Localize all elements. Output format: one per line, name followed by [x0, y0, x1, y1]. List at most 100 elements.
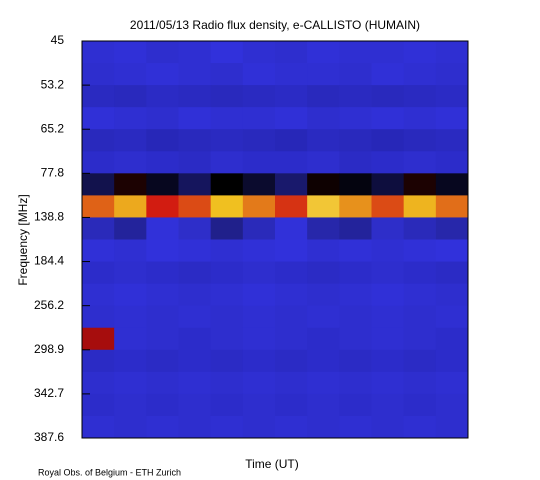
heatmap-cell — [82, 195, 115, 218]
heatmap-cell — [82, 217, 115, 240]
heatmap-cell — [210, 173, 244, 196]
heatmap-cell — [242, 261, 276, 285]
heatmap-cell — [178, 305, 212, 329]
heatmap-cell — [435, 151, 469, 174]
heatmap-cell — [146, 305, 179, 329]
heatmap-cell — [435, 129, 469, 152]
heatmap-cell — [403, 283, 437, 307]
heatmap-cell — [242, 371, 276, 395]
heatmap-cell — [403, 107, 437, 130]
heatmap-cell — [307, 85, 340, 108]
heatmap-cell — [114, 283, 147, 307]
heatmap-cell — [82, 63, 115, 86]
heatmap-cell — [403, 305, 437, 329]
heatmap-cell — [403, 415, 437, 439]
heatmap-cell — [146, 63, 179, 86]
heatmap-cell — [307, 195, 340, 218]
heatmap-cell — [371, 305, 405, 329]
y-tick-label: 138.8 — [34, 210, 64, 224]
heatmap-cell — [435, 393, 469, 417]
heatmap-cell — [435, 349, 469, 373]
heatmap-cell — [275, 129, 308, 152]
y-tick-label: 256.2 — [34, 298, 64, 312]
heatmap-cell — [114, 63, 147, 86]
heatmap-cell — [339, 173, 372, 196]
heatmap-cell — [146, 393, 179, 417]
heatmap-cell — [210, 283, 244, 307]
heatmap-cell — [403, 41, 437, 64]
plot-frame — [81, 40, 469, 439]
heatmap-cell — [371, 151, 405, 174]
heatmap-cell — [275, 63, 308, 86]
heatmap-cell — [275, 261, 308, 285]
heatmap-cell — [307, 393, 340, 417]
heatmap-cell — [114, 239, 147, 263]
heatmap-cell — [242, 195, 276, 218]
heatmap-cell — [275, 283, 308, 307]
heatmap-cell — [403, 217, 437, 240]
heatmap-cell — [146, 327, 179, 351]
heatmap-cell — [210, 129, 244, 152]
heatmap-cell — [82, 85, 115, 108]
heatmap-cell — [435, 305, 469, 329]
heatmap-cell — [275, 327, 308, 351]
heatmap-cell — [146, 85, 179, 108]
heatmap-cell — [403, 261, 437, 285]
heatmap-cell — [82, 261, 115, 285]
heatmap-cell — [339, 63, 372, 86]
heatmap-cell — [146, 261, 179, 285]
heatmap-cell — [403, 393, 437, 417]
heatmap-cell — [82, 371, 115, 395]
heatmap-cell — [307, 173, 340, 196]
heatmap-cell — [435, 63, 469, 86]
heatmap-cell — [339, 107, 372, 130]
heatmap-cell — [403, 63, 437, 86]
heatmap-cell — [114, 151, 147, 174]
heatmap-cell — [435, 85, 469, 108]
heatmap-cell — [307, 261, 340, 285]
heatmap-cell — [275, 173, 308, 196]
heatmap-cell — [242, 129, 276, 152]
heatmap-cell — [114, 371, 147, 395]
heatmap-cell — [146, 283, 179, 307]
heatmap-cell — [435, 195, 469, 218]
heatmap-cell — [210, 151, 244, 174]
y-tick-label: 342.7 — [34, 386, 64, 400]
heatmap-cell — [242, 217, 276, 240]
heatmap-cell — [403, 195, 437, 218]
heatmap-cell — [307, 327, 340, 351]
heatmap-cell — [307, 41, 340, 64]
heatmap-cell — [435, 239, 469, 263]
heatmap-cell — [371, 173, 405, 196]
heatmap-cell — [114, 305, 147, 329]
heatmap-cell — [371, 107, 405, 130]
heatmap-cell — [178, 327, 212, 351]
heatmap-cell — [371, 283, 405, 307]
heatmap-cell — [178, 349, 212, 373]
heatmap-cell — [146, 173, 179, 196]
heatmap-cell — [210, 415, 244, 439]
heatmap-cell — [210, 371, 244, 395]
heatmap-cell — [371, 41, 405, 64]
heatmap-cell — [339, 41, 372, 64]
heatmap-cell — [371, 349, 405, 373]
heatmap-cell — [210, 63, 244, 86]
heatmap-cell — [242, 283, 276, 307]
heatmap-cell — [371, 393, 405, 417]
heatmap-cell — [371, 327, 405, 351]
heatmap-cell — [178, 195, 212, 218]
heatmap-cell — [210, 107, 244, 130]
heatmap-cell — [339, 327, 372, 351]
heatmap-cell — [339, 261, 372, 285]
heatmap-cell — [403, 173, 437, 196]
heatmap-cell — [146, 415, 179, 439]
y-tick-label: 45 — [51, 33, 65, 47]
heatmap-cell — [146, 195, 179, 218]
heatmap-cell — [275, 349, 308, 373]
heatmap-cell — [435, 217, 469, 240]
heatmap-cell — [435, 283, 469, 307]
heatmap-cell — [82, 41, 115, 64]
heatmap-cell — [242, 151, 276, 174]
heatmap-cell — [82, 173, 115, 196]
heatmap-cell — [435, 371, 469, 395]
